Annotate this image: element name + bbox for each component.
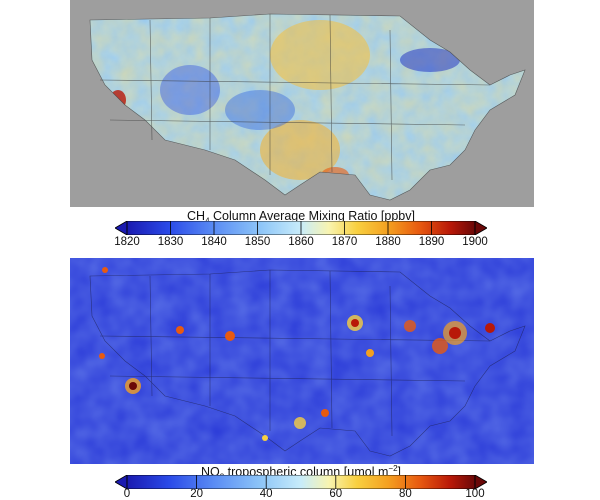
- no2-map-panel: [70, 258, 534, 464]
- ch4-colorbar-low-arrow: [115, 221, 128, 235]
- colorbar-tick-label: 40: [259, 488, 273, 500]
- no2-hotspots: [99, 267, 495, 441]
- colorbar-tick-label: 1830: [157, 236, 184, 248]
- colorbar-tick-label: 1850: [244, 236, 271, 248]
- colorbar-tick-label: 60: [329, 488, 343, 500]
- colorbar-tick-label: 1890: [418, 236, 445, 248]
- ch4-colorbar-gradient: [115, 221, 487, 235]
- ch4-colorbar-high-arrow: [474, 221, 487, 235]
- no2-colorbar-high-arrow: [474, 475, 487, 489]
- ch4-map-panel: [70, 0, 534, 207]
- colorbar-tick-label: 1820: [114, 236, 140, 248]
- ch4-map-image: [70, 0, 534, 207]
- colorbar-tick-label: 1870: [331, 236, 358, 248]
- colorbar-tick-label: 0: [123, 488, 131, 500]
- colorbar-tick-label: 1840: [201, 236, 227, 248]
- ch4-state-borders: [89, 13, 526, 201]
- colorbar-tick-label: 1880: [375, 236, 401, 248]
- no2-colorbar-low-arrow: [115, 475, 128, 489]
- no2-colorbar: [115, 475, 487, 489]
- colorbar-tick-label: 20: [190, 488, 203, 500]
- colorbar-tick-label: 100: [465, 488, 485, 500]
- ch4-colorbar: [115, 221, 487, 235]
- colorbar-tick-label: 1860: [288, 236, 314, 248]
- no2-state-borders: [89, 269, 526, 457]
- colorbar-tick-label: 80: [398, 488, 412, 500]
- no2-map-image: [70, 258, 534, 464]
- colorbar-tick-label: 1900: [462, 236, 488, 248]
- no2-colorbar-gradient: [115, 475, 487, 489]
